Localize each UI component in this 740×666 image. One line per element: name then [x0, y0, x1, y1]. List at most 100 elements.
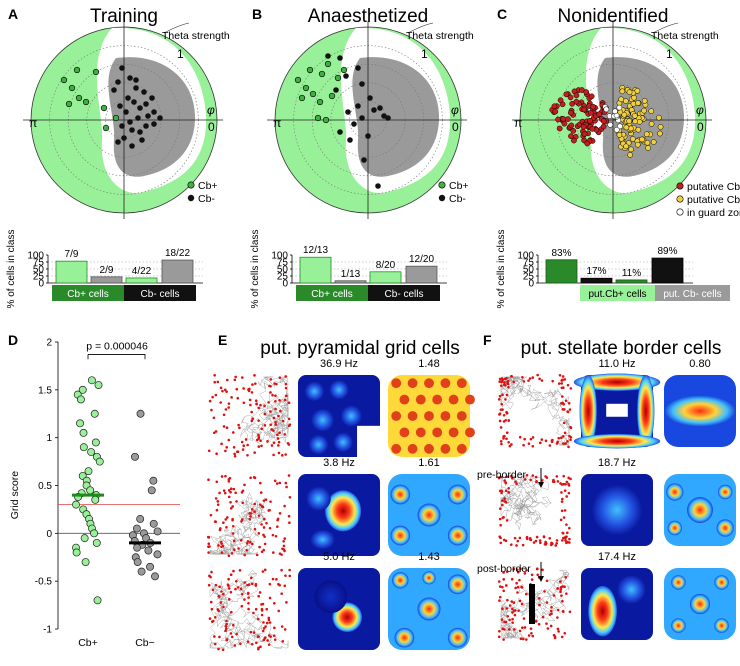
spike	[287, 417, 291, 421]
spike	[258, 481, 262, 485]
spike	[506, 382, 510, 386]
d-point	[79, 443, 88, 452]
spike	[260, 444, 263, 448]
dot-put-cbplus	[573, 98, 580, 105]
dot-put-cbplus	[590, 103, 596, 110]
spike	[274, 423, 278, 426]
spike	[224, 518, 228, 521]
spike	[239, 538, 243, 542]
dot-put-cbminus	[634, 87, 641, 94]
dot-guard	[603, 106, 610, 113]
dot-put-cbplus	[571, 137, 577, 144]
panel-b-r-tick: 1	[421, 47, 428, 61]
spike	[222, 521, 225, 524]
spike	[561, 395, 564, 398]
d-point	[95, 457, 104, 466]
bar	[405, 265, 438, 284]
spike	[498, 419, 502, 423]
bar-value-label: 17%	[586, 266, 606, 277]
spike	[234, 491, 237, 495]
spike	[276, 437, 280, 440]
d-ytick: 2	[46, 338, 52, 349]
dot-cbminus	[119, 65, 125, 71]
f-tag-label: post-border	[477, 563, 531, 575]
spike	[246, 591, 250, 595]
spike	[498, 489, 502, 493]
bar	[299, 256, 332, 284]
autocorr-peak	[399, 427, 410, 438]
spike	[561, 435, 565, 438]
autocorr-peak	[689, 593, 711, 615]
spike	[511, 611, 514, 614]
unvisited-area	[606, 403, 628, 417]
spike	[250, 391, 254, 394]
dot-cbplus	[73, 66, 81, 74]
autocorr-peak	[671, 575, 686, 590]
dot-put-cbplus	[561, 120, 568, 127]
legend-a-cbplus-marker	[187, 181, 195, 189]
spike	[262, 638, 266, 642]
panel-letter-d: D	[8, 332, 18, 348]
dot-put-cbplus	[557, 97, 564, 104]
spike	[272, 551, 275, 554]
spike	[269, 378, 273, 381]
spike	[555, 539, 559, 542]
spike	[545, 579, 549, 583]
spike	[234, 375, 237, 379]
class-box-minus-label: Cb- cells	[385, 289, 424, 300]
spike	[287, 514, 291, 518]
panel-e-grid: 36.9 Hz 1.48 3.8 Hz 1.61 5.0 Hz 1.43	[206, 358, 475, 652]
spike	[557, 436, 561, 440]
spike	[225, 390, 228, 393]
spike	[540, 438, 544, 441]
spike	[559, 588, 563, 591]
d-point	[72, 548, 81, 557]
spike	[284, 574, 287, 577]
spike	[525, 536, 529, 540]
panel-b-zero: 0	[452, 120, 459, 134]
spike	[277, 451, 281, 455]
spike	[250, 582, 254, 586]
spike	[518, 435, 522, 439]
spike	[276, 525, 279, 528]
spike	[565, 535, 568, 538]
spike	[534, 475, 538, 479]
spike	[216, 500, 220, 503]
autocorr-peak	[424, 443, 434, 454]
spike	[556, 627, 560, 631]
spike	[215, 452, 218, 456]
autocorr-peak	[390, 525, 411, 546]
dot-cbplus	[322, 116, 330, 124]
dot-put-cbminus	[631, 94, 637, 101]
spike	[240, 376, 244, 379]
spike	[505, 570, 509, 573]
spike	[552, 594, 556, 597]
spike	[497, 476, 501, 480]
unvisited-area	[357, 425, 380, 457]
spike	[218, 635, 221, 639]
spike	[246, 453, 249, 457]
spike	[549, 624, 553, 628]
spike	[207, 551, 210, 554]
spike	[527, 379, 530, 382]
spike	[283, 628, 287, 631]
spike	[519, 567, 522, 571]
spike	[518, 536, 522, 540]
panel-letter-c: C	[497, 6, 507, 22]
dot-put-cbplus	[565, 116, 571, 122]
spike	[515, 482, 518, 486]
spike	[518, 599, 522, 603]
spike	[531, 444, 535, 448]
spike	[532, 541, 536, 544]
autocorr-peak	[391, 378, 402, 389]
dot-cbminus	[135, 115, 141, 121]
spike	[568, 610, 572, 614]
rate-field	[308, 434, 329, 455]
autocorr-peak	[432, 427, 443, 438]
spike	[220, 442, 223, 446]
dot-cbminus	[127, 75, 133, 81]
bar	[90, 276, 123, 284]
spike	[546, 627, 550, 630]
spike	[274, 400, 277, 403]
spike	[213, 520, 217, 523]
